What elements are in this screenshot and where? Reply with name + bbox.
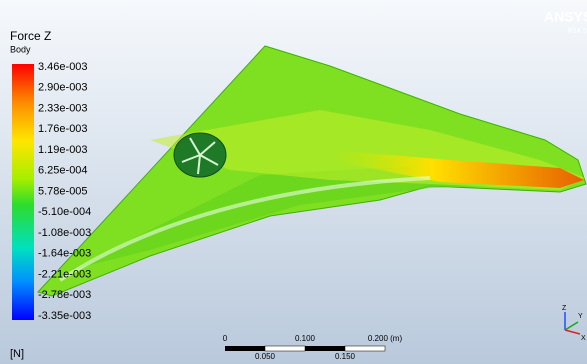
legend-label: -2.78e-003 bbox=[38, 289, 91, 301]
scale-label: 0 bbox=[223, 334, 228, 343]
legend-label: 2.33e-003 bbox=[38, 102, 88, 114]
logo-version: R14.5 bbox=[568, 28, 587, 35]
legend-title: Force Z bbox=[10, 29, 51, 43]
axis-label: Z bbox=[562, 305, 567, 312]
legend-label: 5.78e-005 bbox=[38, 185, 88, 197]
color-bar bbox=[12, 64, 34, 320]
legend-label: 1.76e-003 bbox=[38, 123, 88, 135]
logo: ANSYS bbox=[544, 9, 587, 25]
legend-label: -2.21e-003 bbox=[38, 268, 91, 280]
legend-subtitle: Body bbox=[10, 44, 31, 54]
legend-label: -1.64e-003 bbox=[38, 248, 91, 260]
legend-label: -1.08e-003 bbox=[38, 227, 91, 239]
scale-label: 0.050 bbox=[255, 352, 276, 361]
scale-label: 0.100 bbox=[295, 334, 316, 343]
viewport: Force Z Body 3.46e-003 2.90e-003 2.33e-003… bbox=[0, 0, 587, 364]
scale-label: 0.150 bbox=[335, 352, 356, 361]
scale-bar bbox=[225, 346, 385, 351]
axis-label: X bbox=[581, 335, 586, 342]
scale-label: 0.200 (m) bbox=[368, 334, 403, 343]
legend-label: 1.19e-003 bbox=[38, 144, 88, 156]
legend-label: 2.90e-003 bbox=[38, 82, 88, 94]
legend-label: -5.10e-004 bbox=[38, 206, 91, 218]
legend-unit: [N] bbox=[10, 348, 24, 360]
legend-label: 3.46e-003 bbox=[38, 61, 88, 73]
legend-label: -3.35e-003 bbox=[38, 310, 91, 322]
legend-label: 6.25e-004 bbox=[38, 165, 88, 177]
axis-label: Y bbox=[578, 313, 583, 320]
